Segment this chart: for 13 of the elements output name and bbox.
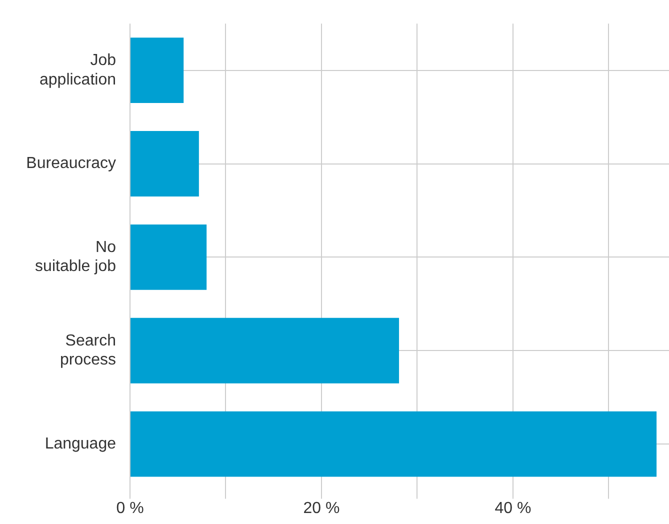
bar	[130, 224, 207, 290]
bar	[130, 131, 199, 196]
y-tick-label: Language	[44, 435, 116, 452]
x-tick-label: 20 %	[303, 500, 340, 517]
x-tick-label: 40 %	[494, 500, 532, 517]
y-tick-label: Bureaucracy	[26, 155, 116, 172]
y-tick-label: Search process	[60, 332, 116, 369]
bar	[130, 318, 400, 384]
y-tick-label: No suitable job	[35, 239, 116, 276]
bar	[130, 38, 184, 104]
x-tick-label: 0 %	[116, 500, 144, 517]
bar	[130, 411, 657, 477]
y-tick-label: Job application	[40, 52, 116, 88]
